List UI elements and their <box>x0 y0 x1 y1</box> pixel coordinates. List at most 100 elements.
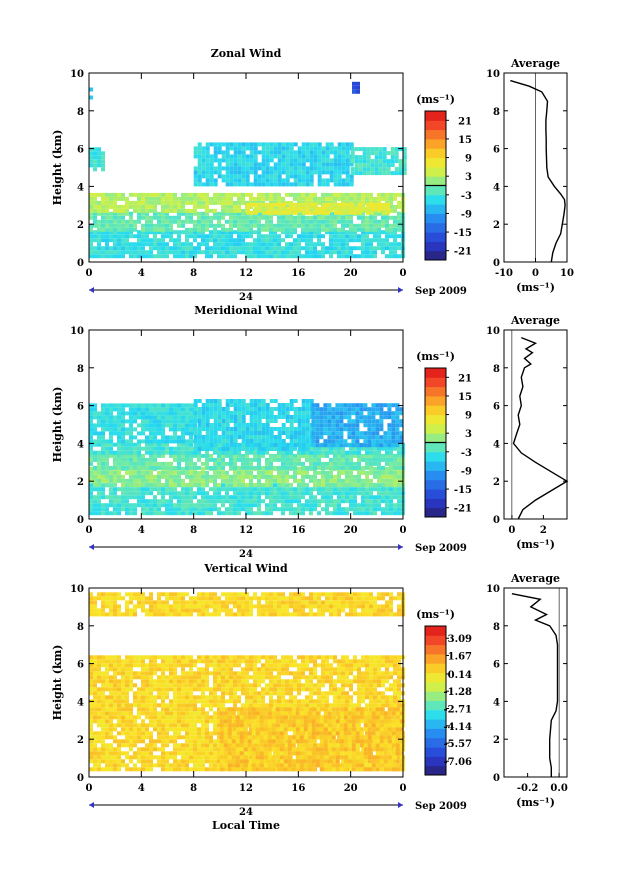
heatmap-cell <box>161 695 165 700</box>
heatmap-cell <box>349 178 354 183</box>
heatmap-cell <box>197 659 201 664</box>
heatmap-cell <box>325 196 329 201</box>
heatmap-cell <box>153 461 157 466</box>
heatmap-cell <box>105 655 109 660</box>
heatmap-cell <box>173 691 177 696</box>
heatmap-cell <box>161 461 165 466</box>
heatmap-cell <box>381 250 385 255</box>
heatmap-cell <box>329 238 333 243</box>
heatmap-cell <box>109 503 113 508</box>
heatmap-cell <box>357 478 361 483</box>
heatmap-cell <box>249 146 254 151</box>
heatmap-cell <box>309 238 313 243</box>
heatmap-cell <box>177 450 181 455</box>
heatmap-cell <box>317 215 321 220</box>
heatmap-cell <box>133 442 137 447</box>
heatmap-cell <box>333 461 337 466</box>
heatmap-cell <box>137 707 141 712</box>
heatmap-cell <box>297 158 302 163</box>
heatmap-cell <box>165 439 169 444</box>
heatmap-cell <box>321 146 326 151</box>
heatmap-cell <box>269 482 273 487</box>
heatmap-cell <box>285 450 289 455</box>
heatmap-cell <box>93 735 97 740</box>
heatmap-cell <box>345 223 349 228</box>
heatmap-cell <box>225 254 229 259</box>
heatmap-cell <box>393 491 397 496</box>
heatmap-cell <box>281 158 286 163</box>
heatmap-cell <box>389 200 393 205</box>
heatmap-cell <box>269 196 273 201</box>
heatmap-cell <box>277 246 281 251</box>
heatmap-cell <box>165 415 169 420</box>
heatmap-cell <box>357 491 361 496</box>
heatmap-cell <box>237 453 241 458</box>
heatmap-cell <box>381 470 385 475</box>
heatmap-cell <box>379 423 384 428</box>
heatmap-cell <box>113 461 117 466</box>
heatmap-cell <box>145 238 149 243</box>
heatmap-cell <box>193 254 197 259</box>
heatmap-cell <box>129 723 133 728</box>
heatmap-cell <box>153 495 157 500</box>
heatmap-cell <box>161 407 165 412</box>
heatmap-cell <box>145 478 149 483</box>
heatmap-cell <box>121 465 125 470</box>
heatmap-cell <box>173 474 177 479</box>
heatmap-cell <box>301 215 305 220</box>
heatmap-cell <box>257 403 262 407</box>
heatmap-cell <box>273 474 277 479</box>
heatmap-cell <box>393 238 397 243</box>
heatmap-cell <box>341 457 345 462</box>
heatmap-cell <box>341 491 345 496</box>
heatmap-cell <box>309 242 313 247</box>
heatmap-cell <box>323 443 328 448</box>
heatmap-cell <box>89 95 93 100</box>
heatmap-cell <box>361 457 365 462</box>
heatmap-cell <box>177 234 181 239</box>
heatmap-cell <box>213 215 217 220</box>
heatmap-cell <box>253 215 257 220</box>
heatmap-cell <box>193 150 198 155</box>
heatmap-cell <box>353 223 357 228</box>
heatmap-cell <box>149 208 153 213</box>
heatmap-cell <box>209 407 214 411</box>
heatmap-cell <box>133 491 137 496</box>
heatmap-cell <box>381 246 385 251</box>
heatmap-cell <box>121 495 125 500</box>
heatmap-cell <box>213 154 218 159</box>
heatmap-cell <box>117 215 121 220</box>
heatmap-cell <box>237 487 241 492</box>
heatmap-cell <box>257 223 261 228</box>
heatmap-cell <box>121 238 125 243</box>
heatmap-cell <box>213 196 217 201</box>
heatmap-cell <box>121 679 125 684</box>
heatmap-cell <box>205 447 210 451</box>
heatmap-cell <box>337 142 342 147</box>
heatmap-cell <box>349 446 353 451</box>
heatmap-cell <box>370 210 374 215</box>
heatmap-cell <box>193 759 197 764</box>
heatmap-cell <box>315 423 320 428</box>
heatmap-cell <box>339 423 344 428</box>
heatmap-cell <box>379 403 384 408</box>
heatmap-cell <box>97 759 101 764</box>
heatmap-cell <box>383 439 388 444</box>
average-x-tick-label: 2 <box>540 525 547 536</box>
heatmap-cell <box>141 423 145 428</box>
heatmap-cell <box>237 230 241 235</box>
heatmap-cell <box>129 204 133 209</box>
heatmap-cell <box>297 174 302 179</box>
heatmap-cell <box>89 747 93 752</box>
heatmap-cell <box>305 499 309 504</box>
heatmap-cell <box>137 423 141 428</box>
heatmap-cell <box>225 142 230 147</box>
heatmap-cell <box>273 439 278 443</box>
heatmap-cell <box>189 442 193 447</box>
heatmap-cell <box>365 499 369 504</box>
heatmap-cell <box>197 200 201 205</box>
heatmap-cell <box>205 423 210 427</box>
heatmap-cell <box>233 215 237 220</box>
heatmap-cell <box>245 511 249 516</box>
heatmap-cell <box>93 159 97 164</box>
